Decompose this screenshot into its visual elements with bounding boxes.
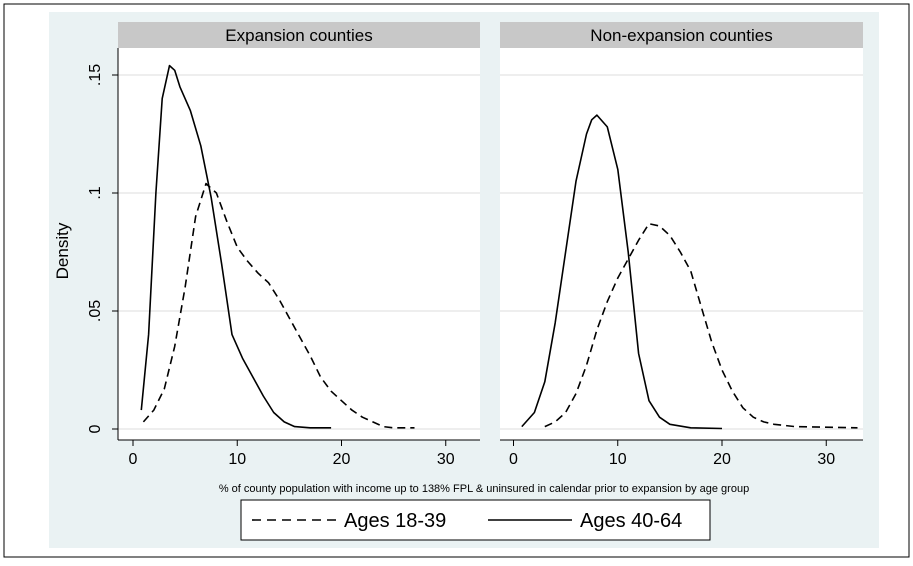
legend: Ages 18-39 Ages 40-64: [240, 499, 711, 541]
y-tick-label: .1: [87, 186, 104, 199]
panel-header: [118, 22, 480, 48]
panels: Expansion counties 0 10 20 30 0 .05 .1 .15 Non-ex…: [87, 22, 863, 468]
x-tick-label: 0: [509, 451, 518, 468]
x-tick-label: 20: [713, 451, 731, 468]
panel-1: Expansion counties 0 10 20 30 0 .05 .1 .15: [87, 22, 480, 468]
panel-header: [500, 22, 863, 48]
series-line-ages-18-39: [142, 182, 415, 429]
y-tick-label: .05: [87, 300, 104, 322]
y-axis-label: Density: [53, 222, 72, 279]
plot-area: [500, 48, 863, 440]
panel-2: Non-expansion counties 0 10 20 30: [500, 22, 863, 468]
y-tick-label: 0: [87, 424, 104, 433]
legend-label: Ages 40-64: [580, 510, 682, 532]
x-tick-label: 30: [437, 451, 455, 468]
panel-title: Non-expansion counties: [590, 26, 772, 45]
x-tick-label: 20: [333, 451, 351, 468]
x-axis-label: % of county population with income up to…: [219, 483, 749, 495]
legend-label: Ages 18-39: [344, 510, 446, 532]
y-tick-label: .15: [87, 64, 104, 86]
x-tick-label: 10: [609, 451, 627, 468]
x-tick-label: 10: [228, 451, 246, 468]
x-tick-label: 30: [817, 451, 835, 468]
series-line-ages-40-64: [521, 114, 723, 430]
x-tick-label: 0: [129, 451, 138, 468]
outer-frame: [3, 3, 910, 558]
series-line-ages-18-39: [544, 222, 858, 429]
plot-area: [118, 48, 480, 440]
panel-title: Expansion counties: [225, 26, 372, 45]
series-line-ages-40-64: [140, 64, 332, 429]
